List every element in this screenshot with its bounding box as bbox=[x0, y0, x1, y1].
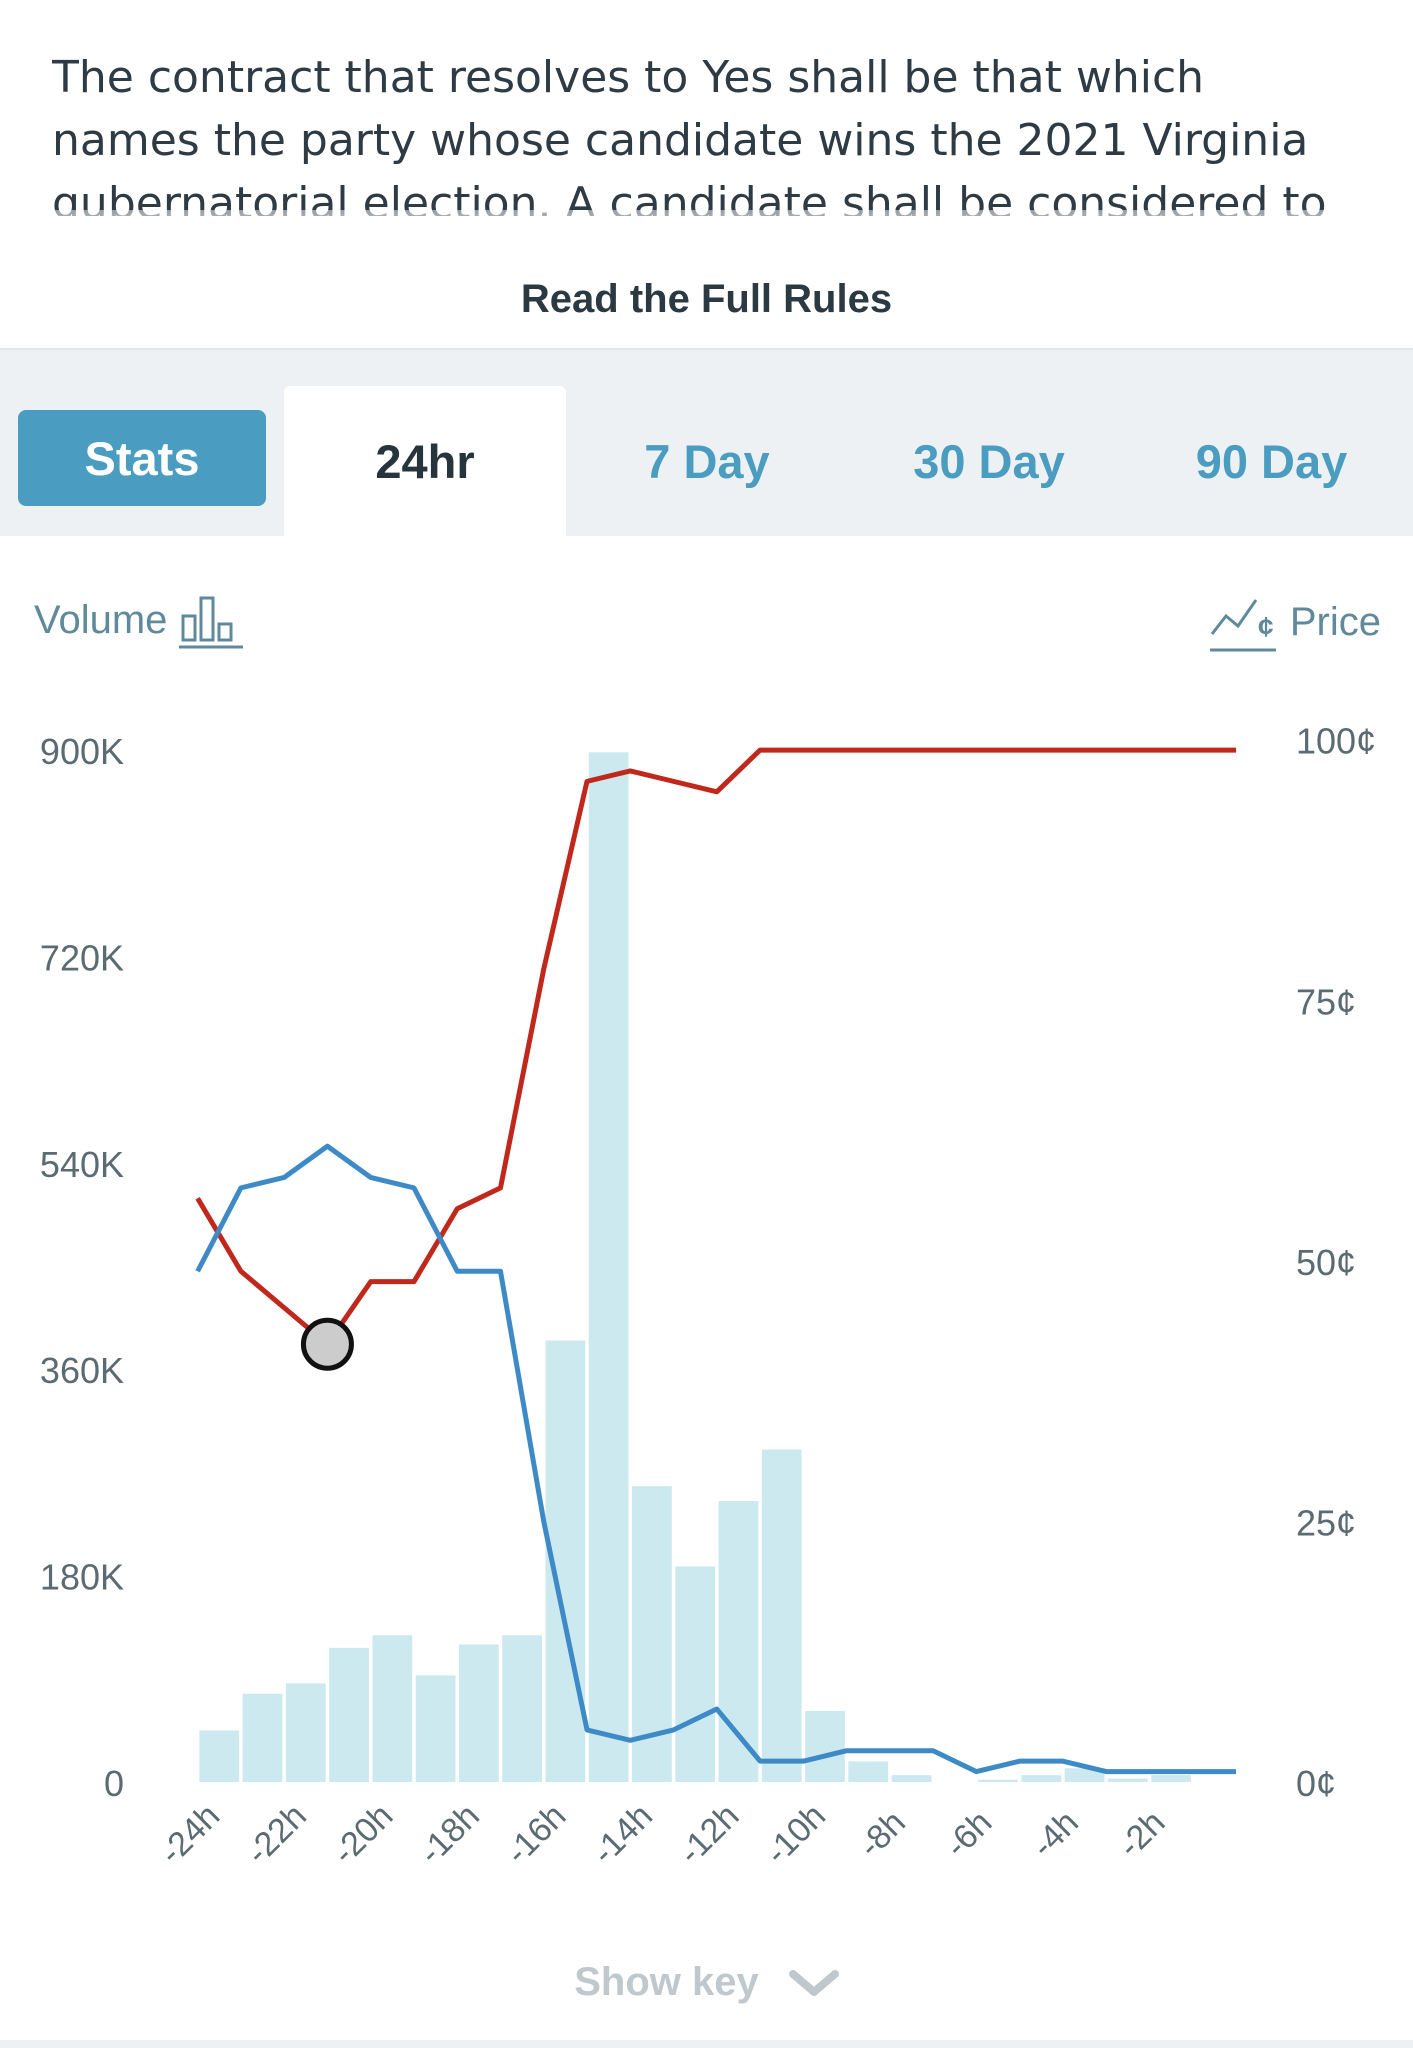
tab-30-day[interactable]: 30 Day bbox=[913, 434, 1065, 488]
volume-bar bbox=[1021, 1775, 1062, 1782]
bar-chart-icon bbox=[179, 596, 244, 649]
volume-bar bbox=[329, 1647, 369, 1782]
timeframe-tabs: Stats 24hr 7 Day 30 Day 90 Day bbox=[0, 348, 1413, 536]
volume-bar bbox=[458, 1644, 499, 1782]
price-tick-label: 25¢ bbox=[1296, 1502, 1356, 1543]
read-full-rules-button[interactable]: Read the Full Rules bbox=[520, 276, 893, 321]
volume-bar bbox=[199, 1730, 240, 1782]
x-tick-label: -24h bbox=[152, 1797, 227, 1872]
price-tick-label: 0¢ bbox=[1296, 1763, 1336, 1804]
tab-7-day[interactable]: 7 Day bbox=[644, 434, 770, 488]
tab-stats[interactable]: Stats bbox=[18, 410, 266, 506]
price-axis-header: ¢ Price bbox=[1208, 590, 1381, 654]
volume-bar bbox=[1064, 1768, 1105, 1782]
x-tick-label: -16h bbox=[498, 1797, 573, 1872]
price-tick-label: 75¢ bbox=[1296, 981, 1356, 1022]
tab-90-day[interactable]: 90 Day bbox=[1195, 434, 1348, 488]
x-tick-label: -10h bbox=[758, 1797, 833, 1872]
volume-bar bbox=[848, 1761, 889, 1782]
chevron-down-icon bbox=[788, 1969, 839, 1996]
volume-tick-label: 540K bbox=[40, 1144, 124, 1185]
volume-bar bbox=[242, 1693, 283, 1782]
volume-bar bbox=[1151, 1775, 1192, 1782]
volume-bar bbox=[502, 1635, 543, 1782]
x-tick-label: -12h bbox=[672, 1797, 747, 1872]
volume-bar bbox=[805, 1710, 845, 1782]
price-tick-label: 100¢ bbox=[1296, 721, 1376, 762]
x-tick-label: -2h bbox=[1111, 1803, 1173, 1865]
x-tick-label: -14h bbox=[585, 1797, 660, 1872]
rules-fade bbox=[0, 210, 1413, 250]
volume-tick-label: 180K bbox=[40, 1557, 124, 1598]
volume-axis-header: Volume bbox=[34, 590, 247, 650]
volume-bar bbox=[1107, 1778, 1148, 1782]
bottom-divider bbox=[0, 2040, 1413, 2048]
red-price-line bbox=[195, 747, 1236, 1347]
price-trend-icon: ¢ bbox=[1209, 599, 1276, 652]
volume-bar bbox=[285, 1683, 326, 1782]
price-label: Price bbox=[1289, 599, 1381, 644]
volume-bar bbox=[761, 1449, 802, 1782]
volume-bar bbox=[978, 1779, 1018, 1782]
blue-price-line bbox=[195, 1143, 1236, 1775]
price-volume-chart: 0 180K 360K 540K 720K 900K 0¢ 25¢ 50¢ 75¢ 100¢ -24h… bbox=[40, 721, 1376, 1872]
volume-bar bbox=[415, 1675, 456, 1782]
volume-bar bbox=[588, 752, 629, 1782]
volume-tick-label: 900K bbox=[40, 731, 124, 772]
volume-bar bbox=[675, 1566, 716, 1782]
volume-bar bbox=[372, 1635, 413, 1782]
volume-bar bbox=[891, 1775, 932, 1782]
volume-label: Volume bbox=[34, 597, 168, 642]
volume-tick-label: 360K bbox=[40, 1350, 124, 1391]
price-tick-label: 50¢ bbox=[1296, 1242, 1356, 1283]
x-tick-label: -4h bbox=[1024, 1803, 1086, 1865]
show-key-button[interactable]: Show key bbox=[0, 1960, 1413, 2005]
x-tick-label: -6h bbox=[938, 1803, 1000, 1865]
tab-24hr[interactable]: 24hr bbox=[284, 386, 566, 536]
hover-marker bbox=[300, 1317, 354, 1371]
volume-tick-label: 720K bbox=[40, 937, 124, 978]
volume-tick-label: 0 bbox=[104, 1763, 124, 1804]
svg-text:¢: ¢ bbox=[1258, 611, 1274, 642]
volume-bar bbox=[718, 1501, 759, 1782]
rules-text: The contract that resolves to Yes shall … bbox=[52, 52, 1327, 216]
x-tick-label: -8h bbox=[851, 1803, 913, 1865]
show-key-label: Show key bbox=[574, 1960, 759, 2004]
x-tick-label: -22h bbox=[239, 1797, 314, 1872]
x-tick-label: -18h bbox=[412, 1797, 487, 1872]
x-tick-label: -20h bbox=[325, 1797, 400, 1872]
